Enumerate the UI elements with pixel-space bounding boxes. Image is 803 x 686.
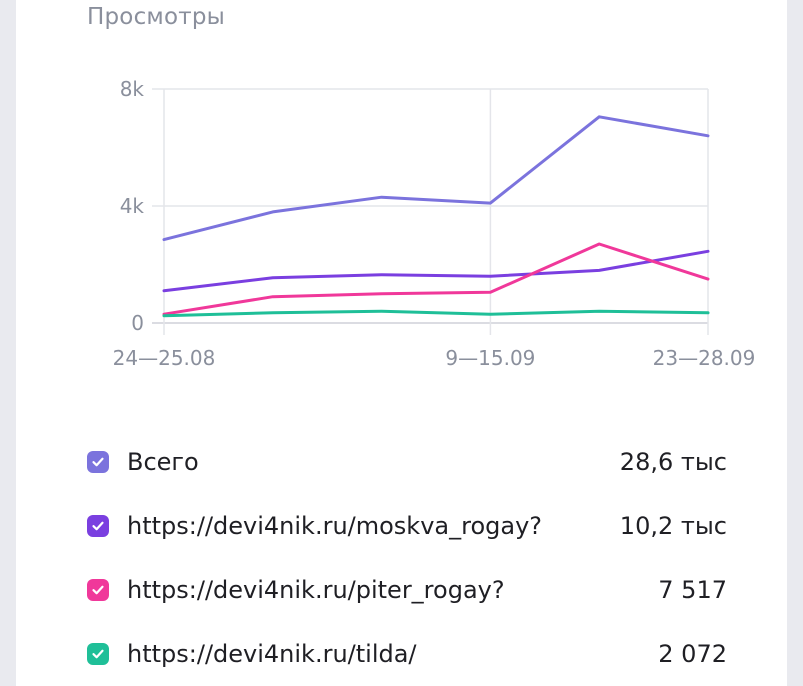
legend-value: 28,6 тыс xyxy=(619,448,727,476)
legend-value: 2 072 xyxy=(658,640,727,668)
legend-value: 7 517 xyxy=(658,576,727,604)
chart-legend: Всего 28,6 тыс https://devi4nik.ru/moskv… xyxy=(87,430,727,686)
legend-item-tilda[interactable]: https://devi4nik.ru/tilda/ 2 072 xyxy=(87,622,727,686)
series-line-0 xyxy=(162,115,710,242)
legend-item-moskva[interactable]: https://devi4nik.ru/moskva_rogay? 10,2 т… xyxy=(87,494,727,558)
views-card: Просмотры 8k 4k 0 24—25.08 9—15.09 23—28.09 В… xyxy=(16,0,787,686)
legend-label: https://devi4nik.ru/piter_rogay? xyxy=(127,576,505,604)
checkbox-checked-icon[interactable] xyxy=(87,515,109,537)
legend-value: 10,2 тыс xyxy=(619,512,727,540)
legend-label: https://devi4nik.ru/tilda/ xyxy=(127,640,417,668)
legend-item-piter[interactable]: https://devi4nik.ru/piter_rogay? 7 517 xyxy=(87,558,727,622)
legend-item-total[interactable]: Всего 28,6 тыс xyxy=(87,430,727,494)
y-tick-label: 4k xyxy=(120,194,145,218)
checkbox-checked-icon[interactable] xyxy=(87,451,109,473)
series-line-1 xyxy=(162,249,710,293)
legend-label: https://devi4nik.ru/moskva_rogay? xyxy=(127,512,543,540)
x-tick-label: 9—15.09 xyxy=(445,346,535,370)
chart-title: Просмотры xyxy=(87,4,225,30)
x-tick-label: 23—28.09 xyxy=(653,346,756,370)
y-tick-label: 0 xyxy=(131,311,144,335)
checkbox-checked-icon[interactable] xyxy=(87,579,109,601)
y-tick-label: 8k xyxy=(120,77,145,101)
x-tick-label: 24—25.08 xyxy=(113,346,216,370)
legend-label: Всего xyxy=(127,448,199,476)
series-line-2 xyxy=(162,242,710,316)
series-line-3 xyxy=(162,309,710,318)
checkbox-checked-icon[interactable] xyxy=(87,643,109,665)
line-chart: 8k 4k 0 24—25.08 9—15.09 23—28.09 xyxy=(113,77,756,370)
